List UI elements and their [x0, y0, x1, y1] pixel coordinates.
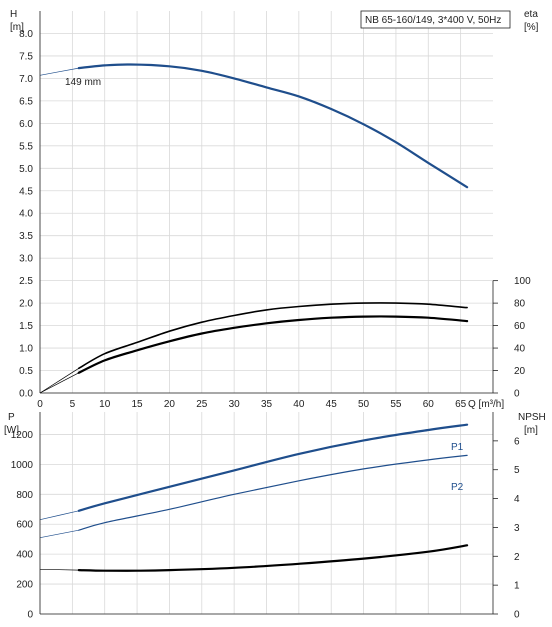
top-left-axis-label: H [10, 9, 17, 20]
series-NPSH-extrapolated-line [39, 568, 79, 571]
bottom-left-tick-label: 800 [16, 490, 33, 501]
top-left-tick-label: 1.0 [19, 344, 33, 355]
bottom-right-tick-label: 5 [514, 465, 520, 476]
title-box-text: NB 65-160/149, 3*400 V, 50Hz [365, 15, 501, 26]
top-left-tick-label: 4.5 [19, 186, 33, 197]
series-eta_pump-extrapolated-line [39, 368, 79, 394]
x-tick-label: 30 [229, 399, 241, 410]
x-tick-label: 15 [132, 399, 144, 410]
bottom-left-tick-label: 600 [16, 520, 33, 531]
top-left-tick-label: 3.5 [19, 231, 33, 242]
x-tick-label: 35 [261, 399, 273, 410]
series-P1-line [77, 423, 469, 512]
series-eta_pump-line [78, 302, 468, 370]
top-left-tick-label: 0.0 [19, 389, 33, 400]
x-tick-label: 40 [293, 399, 305, 410]
bottom-panel-grid [39, 412, 493, 615]
top-left-tick-label: 5.5 [19, 141, 33, 152]
bottom-left-tick-label: 400 [16, 550, 33, 561]
top-left-tick-label: 6.5 [19, 96, 33, 107]
impeller-diameter-label: 149 mm [65, 77, 101, 88]
p2-series-label: P2 [451, 482, 464, 493]
top-right-tick-label: 20 [514, 366, 526, 377]
bottom-left-tick-label: 1200 [11, 430, 34, 441]
series-P1-extrapolated-line [39, 510, 79, 521]
axes-layer: 0 5 10 15 20 25 30 35 40 45 50 55 60 650.00.51.01.52.… [11, 11, 531, 621]
bottom-left-tick-label: 1000 [11, 460, 34, 471]
top-right-axis-unit: [%] [524, 22, 539, 33]
series-eta_total-line [77, 315, 469, 374]
top-left-tick-label: 2.0 [19, 299, 33, 310]
series-H-extrapolated-line [39, 67, 79, 76]
top-left-tick-label: 5.0 [19, 164, 33, 175]
x-tick-label: 65 [455, 399, 467, 410]
top-left-tick-label: 2.5 [19, 276, 33, 287]
series-H-line [77, 63, 469, 189]
top-left-tick-label: 7.0 [19, 74, 33, 85]
top-panel-grid [39, 11, 493, 394]
title-box [360, 10, 511, 29]
x-tick-label: 60 [423, 399, 435, 410]
x-tick-label: 50 [358, 399, 370, 410]
top-left-tick-label: 8.0 [19, 29, 33, 40]
top-right-tick-label: 60 [514, 321, 526, 332]
bottom-left-axis-unit: [W] [4, 425, 19, 436]
x-tick-label: 20 [164, 399, 176, 410]
bottom-right-tick-label: 1 [514, 581, 520, 592]
p1-series-label: P1 [451, 442, 464, 453]
bottom-left-axis-label: P [8, 412, 15, 423]
top-left-tick-label: 7.5 [19, 51, 33, 62]
top-right-tick-label: 80 [514, 299, 526, 310]
x-tick-label: 0 [37, 399, 43, 410]
series-eta_total-extrapolated-line [39, 372, 79, 394]
bottom-right-tick-label: 2 [514, 552, 520, 563]
bottom-right-tick-label: 4 [514, 494, 520, 505]
top-right-tick-label: 100 [514, 276, 531, 287]
bottom-right-tick-label: 6 [514, 436, 520, 447]
x-tick-label: 5 [70, 399, 76, 410]
top-left-tick-label: 4.0 [19, 209, 33, 220]
bottom-right-tick-label: 3 [514, 523, 520, 534]
top-left-axis-unit: [m] [10, 22, 24, 33]
bottom-right-axis-label: NPSH [518, 412, 546, 423]
top-right-tick-label: 40 [514, 344, 526, 355]
top-left-tick-label: 3.0 [19, 254, 33, 265]
bottom-left-tick-label: 200 [16, 580, 33, 591]
top-left-tick-label: 1.5 [19, 321, 33, 332]
x-tick-label: 10 [99, 399, 111, 410]
series-P2-line [78, 454, 468, 531]
bottom-right-tick-label: 0 [514, 610, 520, 621]
x-tick-label: 55 [390, 399, 402, 410]
top-right-tick-label: 0 [514, 389, 520, 400]
bottom-right-axis-unit: [m] [524, 425, 538, 436]
top-right-axis-label: eta [524, 9, 538, 20]
x-axis-label: Q [m³/h] [468, 399, 504, 410]
series-NPSH-line [77, 544, 469, 572]
series-P2-extrapolated-line [39, 529, 79, 539]
series-layer [39, 63, 469, 572]
x-tick-label: 25 [196, 399, 208, 410]
bottom-left-tick-label: 0 [27, 610, 33, 621]
top-left-tick-label: 0.5 [19, 366, 33, 377]
x-tick-label: 45 [326, 399, 338, 410]
top-left-tick-label: 6.0 [19, 119, 33, 130]
